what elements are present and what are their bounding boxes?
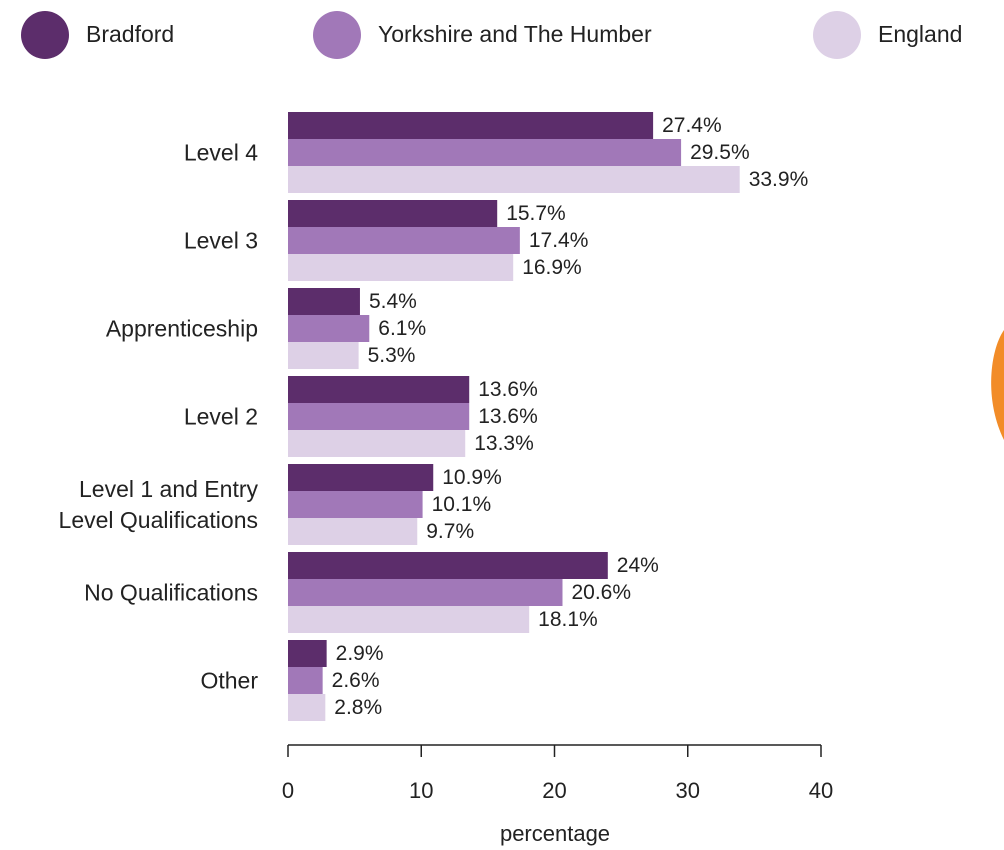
y-tick-label: Level 4 bbox=[0, 137, 258, 168]
decoration bbox=[991, 330, 1004, 440]
y-tick-label: Other bbox=[0, 665, 258, 696]
legend-swatch bbox=[313, 11, 361, 59]
x-tick-label: 0 bbox=[282, 778, 294, 803]
x-tick-label: 30 bbox=[676, 778, 700, 803]
bar bbox=[288, 200, 497, 227]
bar bbox=[288, 606, 529, 633]
bar bbox=[288, 166, 740, 193]
bar bbox=[288, 376, 469, 403]
bar bbox=[288, 254, 513, 281]
value-label: 2.8% bbox=[334, 696, 382, 719]
value-label: 2.6% bbox=[332, 669, 380, 692]
y-tick-label: No Qualifications bbox=[0, 577, 258, 608]
value-label: 33.9% bbox=[749, 168, 809, 191]
value-label: 15.7% bbox=[506, 202, 566, 225]
legend-swatch bbox=[813, 11, 861, 59]
bar bbox=[288, 667, 323, 694]
value-label: 9.7% bbox=[426, 520, 474, 543]
bar bbox=[288, 288, 360, 315]
x-tick-label: 40 bbox=[809, 778, 833, 803]
value-label: 10.1% bbox=[432, 493, 492, 516]
bar bbox=[288, 430, 465, 457]
legend-label: Yorkshire and The Humber bbox=[378, 21, 652, 47]
value-label: 5.3% bbox=[368, 344, 416, 367]
legend-label: England bbox=[878, 21, 962, 47]
value-label: 2.9% bbox=[336, 642, 384, 665]
bar bbox=[288, 342, 359, 369]
value-label: 13.6% bbox=[478, 378, 538, 401]
bar bbox=[288, 518, 417, 545]
bar bbox=[288, 403, 469, 430]
x-axis-label: percentage bbox=[500, 821, 610, 846]
value-label: 16.9% bbox=[522, 256, 582, 279]
x-tick-label: 10 bbox=[409, 778, 433, 803]
value-label: 10.9% bbox=[442, 466, 502, 489]
bar bbox=[288, 227, 520, 254]
value-label: 17.4% bbox=[529, 229, 589, 252]
value-label: 29.5% bbox=[690, 141, 750, 164]
y-tick-label: Apprenticeship bbox=[0, 313, 258, 344]
value-label: 13.3% bbox=[474, 432, 534, 455]
bar bbox=[288, 491, 423, 518]
value-label: 27.4% bbox=[662, 114, 722, 137]
value-label: 13.6% bbox=[478, 405, 538, 428]
bar bbox=[288, 694, 325, 721]
y-tick-label: Level 1 and Entry Level Qualifications bbox=[0, 474, 258, 536]
value-label: 18.1% bbox=[538, 608, 598, 631]
bar bbox=[288, 139, 681, 166]
legend-swatch bbox=[21, 11, 69, 59]
x-tick-label: 20 bbox=[542, 778, 566, 803]
bar bbox=[288, 552, 608, 579]
value-label: 20.6% bbox=[571, 581, 631, 604]
page: percentage Bradford Yorkshire and The Hum… bbox=[0, 0, 1004, 850]
bar bbox=[288, 640, 327, 667]
value-label: 6.1% bbox=[378, 317, 426, 340]
bar bbox=[288, 112, 653, 139]
y-tick-label: Level 2 bbox=[0, 401, 258, 432]
bar bbox=[288, 464, 433, 491]
legend-label: Bradford bbox=[86, 21, 174, 47]
value-label: 24% bbox=[617, 554, 659, 577]
y-tick-label: Level 3 bbox=[0, 225, 258, 256]
bar bbox=[288, 315, 369, 342]
bar bbox=[288, 579, 562, 606]
value-label: 5.4% bbox=[369, 290, 417, 313]
